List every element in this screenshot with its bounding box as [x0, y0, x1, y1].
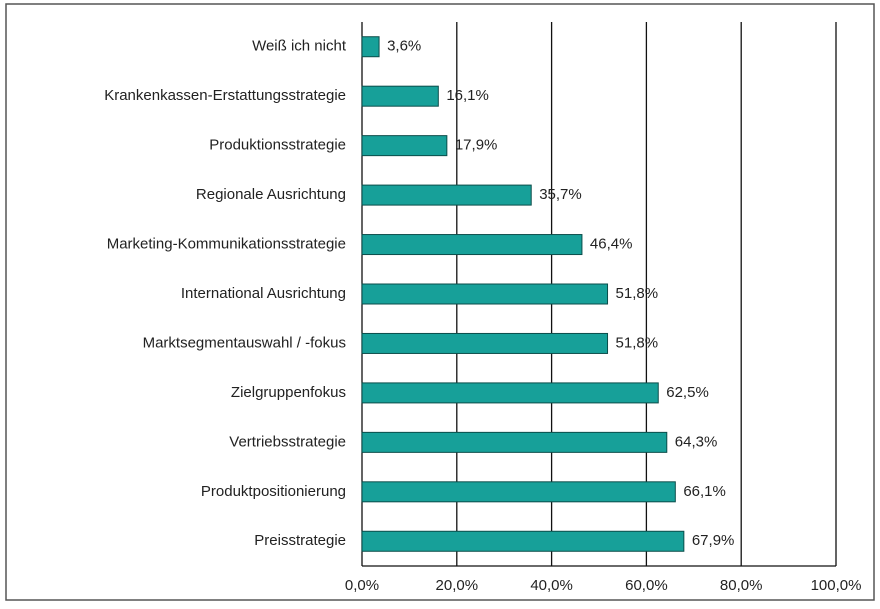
y-tick-label: Vertriebsstrategie [229, 433, 346, 450]
bar [361, 332, 609, 354]
bar [361, 431, 668, 453]
value-label: 16,1% [446, 87, 489, 104]
value-label: 3,6% [387, 38, 421, 55]
y-tick-label: International Ausrichtung [181, 285, 346, 302]
y-tick-label: Marketing-Kommunikationsstrategie [107, 236, 346, 253]
bar [361, 530, 685, 552]
value-label: 64,3% [675, 433, 718, 450]
value-label: 62,5% [666, 384, 709, 401]
x-tick-label: 20,0% [436, 577, 479, 594]
x-tick-label: 0,0% [345, 577, 379, 594]
value-label: 17,9% [455, 137, 498, 154]
x-tick-label: 40,0% [530, 577, 573, 594]
y-tick-label: Produktionsstrategie [209, 137, 346, 154]
y-tick-label: Krankenkassen-Erstattungsstrategie [104, 87, 346, 104]
bar [361, 85, 439, 107]
value-label: 46,4% [590, 236, 633, 253]
x-tick-label: 100,0% [811, 577, 862, 594]
y-tick-label: Zielgruppenfokus [231, 384, 346, 401]
value-label: 66,1% [683, 483, 726, 500]
y-tick-label: Produktpositionierung [201, 483, 346, 500]
bar [361, 234, 583, 256]
y-tick-label: Preisstrategie [254, 532, 346, 549]
bar [361, 135, 448, 157]
y-tick-label: Regionale Ausrichtung [196, 186, 346, 203]
bar [361, 283, 609, 305]
y-tick-label: Weiß ich nicht [252, 38, 347, 55]
value-label: 51,8% [616, 285, 659, 302]
value-label: 35,7% [539, 186, 582, 203]
bar [361, 184, 532, 206]
value-label: 51,8% [616, 334, 659, 351]
value-label: 67,9% [692, 532, 735, 549]
x-tick-label: 80,0% [720, 577, 763, 594]
x-tick-label: 60,0% [625, 577, 668, 594]
bar [361, 382, 659, 404]
bar [361, 481, 676, 503]
y-tick-label: Marktsegmentauswahl / -fokus [143, 334, 346, 351]
bar [361, 36, 380, 58]
